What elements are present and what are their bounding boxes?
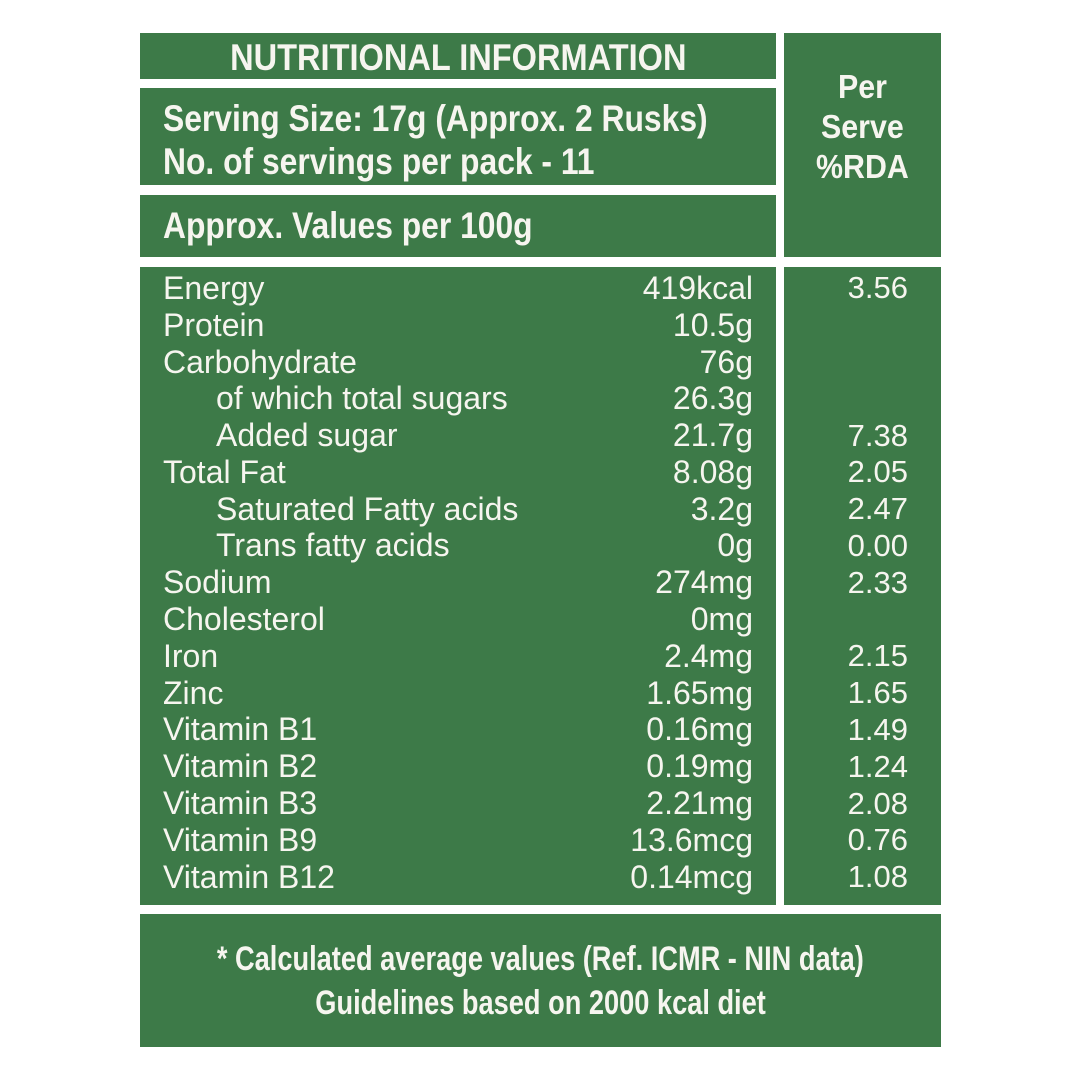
rda-value: 0.00 bbox=[847, 527, 908, 563]
nutrient-row: Cholesterol 0mg bbox=[140, 601, 776, 638]
nutrient-value: 2.4mg bbox=[664, 637, 753, 674]
nutrient-label: Iron bbox=[163, 637, 219, 674]
nutrient-label: Saturated Fatty acids bbox=[216, 490, 519, 527]
rda-value: 1.08 bbox=[847, 859, 908, 895]
nutrient-row: Vitamin B3 2.21mg bbox=[140, 785, 776, 822]
nutrient-row: Vitamin B9 13.6mcg bbox=[140, 822, 776, 859]
serving-size-line: Serving Size: 17g (Approx. 2 Rusks) bbox=[163, 98, 708, 139]
servings-per-pack-line: No. of servings per pack - 11 bbox=[163, 141, 595, 182]
nutrient-label: Vitamin B3 bbox=[163, 785, 318, 822]
rda-value: 1.24 bbox=[847, 748, 908, 784]
rda-values-panel: 3.56 7.38 2.05 2.47 0.00 2.33 2.15 1.65 1.49 1.24… bbox=[784, 267, 941, 905]
rda-value: 2.15 bbox=[847, 638, 908, 674]
nutrient-value: 13.6mcg bbox=[630, 821, 753, 858]
nutrient-label: Carbohydrate bbox=[163, 343, 357, 380]
nutrient-value: 21.7g bbox=[672, 417, 753, 454]
rda-value: 0.76 bbox=[847, 822, 908, 858]
rda-value bbox=[784, 344, 941, 381]
nutrient-row: Vitamin B12 0.14mcg bbox=[140, 859, 776, 896]
nutrient-label: Trans fatty acids bbox=[216, 527, 450, 564]
nutrient-row: Vitamin B1 0.16mg bbox=[140, 711, 776, 749]
rda-value: 2.08 bbox=[847, 785, 908, 821]
nutrient-row: Sodium 274mg bbox=[140, 564, 776, 601]
nutrient-value: 0.14mcg bbox=[630, 858, 753, 895]
per-serve-rda-header-panel: Per Serve %RDA bbox=[784, 33, 941, 257]
nutrient-row: Carbohydrate 76g bbox=[140, 344, 776, 381]
rda-value bbox=[784, 307, 941, 344]
nutrient-value: 2.21mg bbox=[646, 785, 753, 822]
rda-value bbox=[784, 601, 941, 638]
nutrient-label: Protein bbox=[163, 306, 265, 343]
nutrient-label: Zinc bbox=[163, 674, 224, 711]
rda-value: 2.47 bbox=[847, 491, 908, 527]
nutrient-label: Vitamin B12 bbox=[163, 858, 335, 895]
values-basis-line: Approx. Values per 100g bbox=[163, 205, 533, 246]
serving-info-panel: Serving Size: 17g (Approx. 2 Rusks) No. … bbox=[140, 88, 776, 185]
nutrient-row: Protein 10.5g bbox=[140, 307, 776, 344]
nutrient-row: Energy 419kcal bbox=[140, 270, 776, 307]
nutrient-label: Vitamin B1 bbox=[163, 711, 318, 748]
rda-value: 7.38 bbox=[847, 417, 908, 453]
nutrient-value: 76g bbox=[699, 343, 753, 380]
nutrient-row: Vitamin B2 0.19mg bbox=[140, 748, 776, 785]
nutrient-value: 0.16mg bbox=[646, 711, 753, 748]
nutrient-label: Added sugar bbox=[216, 417, 398, 454]
nutrients-table-panel: Energy 419kcal Protein 10.5g Carbohydrate 76g… bbox=[140, 267, 776, 905]
footnote-line-1: * Calculated average values (Ref. ICMR -… bbox=[217, 939, 864, 978]
rda-value: 2.33 bbox=[847, 564, 908, 600]
footnote-panel: * Calculated average values (Ref. ICMR -… bbox=[140, 914, 941, 1047]
nutrient-value: 0mg bbox=[690, 601, 753, 638]
nutrient-row: Added sugar 21.7g bbox=[140, 417, 776, 454]
nutrient-value: 3.2g bbox=[690, 490, 753, 527]
nutrient-label: Vitamin B9 bbox=[163, 821, 318, 858]
nutrient-row: Zinc 1.65mg bbox=[140, 675, 776, 712]
nutrient-value: 8.08g bbox=[672, 453, 753, 490]
nutrient-value: 26.3g bbox=[672, 380, 753, 417]
rda-value: 2.05 bbox=[847, 454, 908, 490]
nutrient-value: 0.19mg bbox=[646, 748, 753, 785]
nutrient-value: 274mg bbox=[655, 564, 753, 601]
nutrient-value: 1.65mg bbox=[646, 674, 753, 711]
per-serve-rda-header: Per Serve %RDA bbox=[816, 68, 909, 185]
title-panel: NUTRITIONAL INFORMATION bbox=[140, 33, 776, 79]
nutrient-label: Sodium bbox=[163, 564, 272, 601]
nutrient-value: 0g bbox=[717, 527, 753, 564]
title-text: NUTRITIONAL INFORMATION bbox=[229, 37, 687, 78]
values-basis-panel: Approx. Values per 100g bbox=[140, 195, 776, 257]
nutrient-label: Cholesterol bbox=[163, 601, 325, 638]
rda-value: 3.56 bbox=[847, 270, 908, 306]
nutrient-row: Trans fatty acids 0g bbox=[140, 527, 776, 565]
nutrient-row: Saturated Fatty acids 3.2g bbox=[140, 491, 776, 528]
nutrient-value: 419kcal bbox=[642, 269, 753, 306]
nutrient-value: 10.5g bbox=[672, 306, 753, 343]
rda-value: 1.65 bbox=[847, 675, 908, 711]
rda-value bbox=[784, 380, 941, 417]
nutrient-row: of which total sugars 26.3g bbox=[140, 380, 776, 417]
nutrient-label: Vitamin B2 bbox=[163, 748, 318, 785]
rda-value: 1.49 bbox=[847, 711, 908, 747]
nutrient-label: Total Fat bbox=[163, 453, 286, 490]
footnote-line-2: Guidelines based on 2000 kcal diet bbox=[315, 983, 766, 1022]
nutrient-row: Total Fat 8.08g bbox=[140, 454, 776, 491]
nutrient-label: of which total sugars bbox=[216, 380, 508, 417]
nutrient-row: Iron 2.4mg bbox=[140, 638, 776, 675]
nutrient-label: Energy bbox=[163, 269, 265, 306]
